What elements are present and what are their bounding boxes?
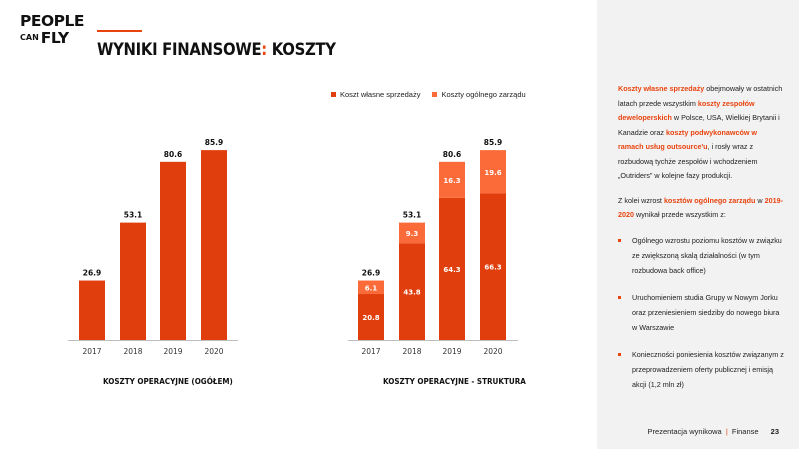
p2-highlight-1: kosztów ogólnego zarządu (663, 195, 756, 205)
footer: Prezentacja wynikowa | Finanse 23 (648, 427, 779, 436)
bar-segment-cogs (399, 243, 425, 340)
p2-text-2: w (755, 195, 765, 205)
sidebar-paragraph-1: Koszty własne sprzedaży obejmowały w ost… (618, 82, 784, 184)
bar (120, 222, 146, 340)
segment-value-label: 6.1 (365, 284, 378, 292)
bar (79, 280, 105, 340)
title-accent-line (97, 30, 142, 32)
logo-small: CAN (20, 33, 39, 42)
page-title: WYNIKI FINANSOWE: KOSZTY (97, 40, 336, 59)
sidebar-panel (597, 0, 799, 449)
sidebar-text: Koszty własne sprzedaży obejmowały w ost… (618, 82, 784, 404)
p2-text-1: Z kolei wzrost (618, 195, 664, 205)
bullet-item: Konieczności poniesienia kosztów związan… (618, 347, 784, 392)
charts-svg: 2017 26.9 2018 53.1 2019 80.6 2020 85.9 2017 20.8… (68, 138, 518, 356)
bullet-item: Uruchomieniem studia Grupy w Nowym Jorku… (618, 290, 784, 335)
page-number: 23 (770, 427, 779, 436)
bar-segment-ga (399, 222, 425, 244)
chart1-caption: KOSZTY OPERACYJNE (OGÓŁEM) (103, 377, 233, 386)
logo-big: FLY (40, 28, 69, 47)
footer-label: Prezentacja wynikowa (647, 427, 722, 436)
title-rest: KOSZTY (266, 40, 336, 59)
x-tick-label: 2020 (483, 347, 502, 356)
segment-value-label: 20.8 (362, 314, 379, 322)
bar (160, 161, 186, 340)
total-value-label: 80.6 (443, 150, 462, 159)
bar-value-label: 53.1 (124, 211, 143, 220)
sidebar-bullets: Ogólnego wzrostu poziomu kosztów w związ… (618, 233, 784, 392)
p2-highlight-2: 2019-2020 (618, 195, 783, 220)
p1-text-1: obejmowały w ostatnich latach przede wsz… (618, 84, 783, 108)
bar-value-label: 26.9 (83, 269, 102, 278)
bar-segment-ga (480, 150, 506, 194)
x-tick-label: 2019 (442, 347, 461, 356)
logo-line2: CAN FLY (20, 28, 84, 47)
p1-highlight-2: koszty zespołów deweloperskich (618, 98, 755, 123)
total-value-label: 53.1 (403, 211, 422, 220)
x-tick-label: 2019 (163, 347, 182, 356)
segment-value-label: 19.6 (484, 169, 501, 177)
bullet-item: Ogólnego wzrostu poziomu kosztów w związ… (618, 233, 784, 278)
sidebar-paragraph-2: Z kolei wzrost kosztów ogólnego zarządu … (618, 194, 784, 223)
segment-value-label: 66.3 (484, 264, 501, 272)
company-logo: PEOPLE CAN FLY (20, 12, 84, 47)
bar-segment-ga (439, 161, 465, 198)
chart2-caption: KOSZTY OPERACYJNE - STRUKTURA (383, 377, 526, 386)
title-colon: : (261, 40, 267, 59)
p2-text-3: wynikał przede wszystkim z: (634, 210, 726, 219)
total-value-label: 26.9 (362, 269, 381, 278)
bar-segment-cogs (480, 193, 506, 340)
chart-legend: Koszt własne sprzedaży Koszty ogólnego z… (331, 90, 526, 99)
p1-text-2: w Polsce, USA, Wielkiej Brytanii i Kanad… (618, 113, 780, 137)
total-value-label: 85.9 (484, 138, 503, 147)
x-tick-label: 2017 (82, 347, 101, 356)
legend-swatch-cogs (331, 92, 336, 97)
segment-value-label: 64.3 (443, 266, 460, 274)
segment-value-label: 9.3 (406, 230, 419, 238)
legend-swatch-ga (432, 92, 438, 97)
footer-separator: | (725, 427, 728, 436)
legend-item-cogs: Koszt własne sprzedaży (331, 90, 420, 99)
legend-item-ga: Koszty ogólnego zarządu (432, 90, 526, 99)
p1-text-3: , i rosły wraz z rozbudową tychże zespoł… (618, 142, 758, 180)
bar-segment-ga (358, 280, 384, 295)
segment-value-label: 43.8 (403, 289, 420, 297)
x-tick-label: 2017 (361, 347, 380, 356)
x-tick-label: 2018 (123, 347, 142, 356)
segment-value-label: 16.3 (443, 177, 460, 185)
bar-value-label: 85.9 (205, 138, 224, 147)
bar-segment-cogs (439, 197, 465, 340)
bar (201, 150, 227, 340)
x-tick-label: 2018 (402, 347, 421, 356)
x-tick-label: 2020 (204, 347, 223, 356)
logo-line1: PEOPLE (20, 12, 84, 30)
bar-value-label: 80.6 (164, 150, 183, 159)
footer-section: Finanse (731, 427, 759, 436)
legend-label-cogs: Koszt własne sprzedaży (340, 90, 421, 99)
p1-highlight-1: Koszty własne sprzedaży (618, 84, 705, 93)
p1-highlight-3: koszty podwykonawców w ramach usług outs… (618, 127, 758, 152)
bar-segment-cogs (358, 294, 384, 340)
legend-label-ga: Koszty ogólnego zarządu (441, 90, 526, 99)
title-main: WYNIKI FINANSOWE (97, 40, 262, 59)
